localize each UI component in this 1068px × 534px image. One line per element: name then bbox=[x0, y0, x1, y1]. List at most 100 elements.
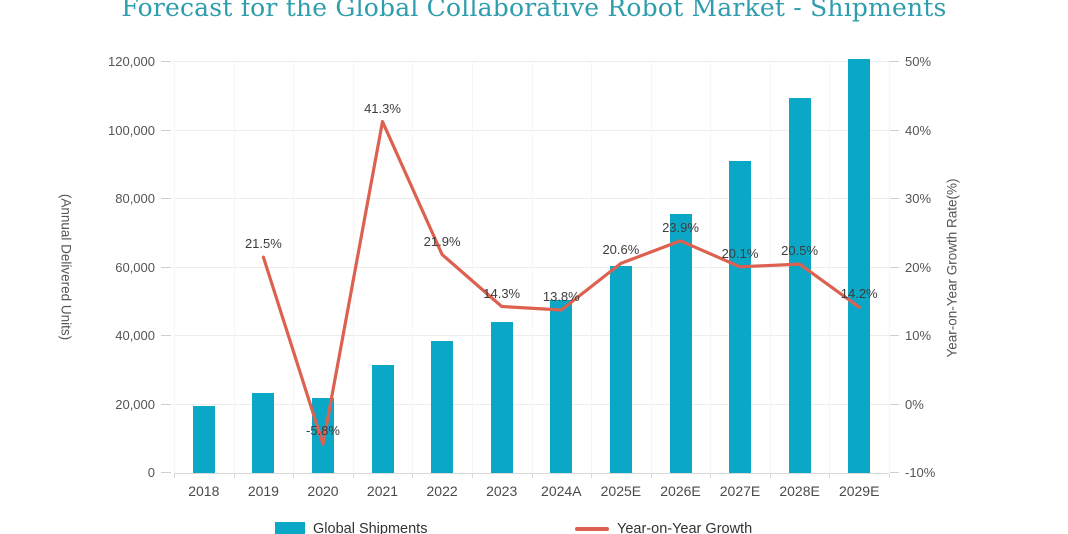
left-axis-tick-mark bbox=[161, 403, 171, 405]
left-axis-tick-label: 120,000 bbox=[108, 54, 155, 69]
legend-item-global-shipments: Global Shipments bbox=[275, 521, 427, 534]
x-axis-tick-mark bbox=[233, 474, 235, 478]
bar-global-shipments bbox=[371, 365, 394, 473]
x-axis-label: 2018 bbox=[188, 483, 220, 499]
x-axis-label: 2021 bbox=[366, 483, 399, 499]
x-axis-tick-mark bbox=[412, 474, 414, 478]
right-axis-tick-mark bbox=[889, 129, 899, 131]
bar-global-shipments bbox=[431, 341, 454, 473]
x-axis-label: 2020 bbox=[307, 483, 339, 499]
x-axis-tick-marks bbox=[174, 474, 890, 478]
gridline-vertical bbox=[471, 62, 473, 473]
gridline-vertical bbox=[769, 62, 771, 473]
right-axis-tick-column: -10% 0% 10% 20% 30% 40% 50% bbox=[889, 54, 985, 480]
left-axis-tick-label: 60,000 bbox=[115, 259, 155, 275]
right-axis-tick-mark bbox=[889, 198, 899, 199]
gridline-vertical bbox=[650, 62, 652, 473]
left-axis-tick-mark bbox=[161, 129, 171, 131]
right-axis-tick-mark bbox=[889, 61, 899, 62]
growth-point-label: 13.8% bbox=[542, 289, 580, 304]
gridline-vertical bbox=[889, 62, 890, 473]
x-axis-tick-mark bbox=[829, 474, 831, 478]
x-axis-tick-mark bbox=[710, 474, 712, 478]
left-axis-tick-label: 0 bbox=[147, 465, 155, 480]
growth-point-label: 20.1% bbox=[721, 245, 759, 261]
left-axis-tick-label: 20,000 bbox=[115, 396, 155, 412]
legend: Global Shipments Year-on-Year Growth bbox=[0, 521, 1068, 534]
bar-global-shipments bbox=[609, 265, 632, 473]
growth-point-label: 14.2% bbox=[840, 286, 878, 302]
bar-global-shipments bbox=[729, 161, 751, 473]
left-axis-tick-mark bbox=[161, 472, 171, 473]
growth-point-label: 14.3% bbox=[483, 285, 521, 301]
left-axis-tick-column: 0 20,000 40,000 60,000 80,000 100,000 120,000 bbox=[0, 54, 171, 480]
left-axis-tick-label: 100,000 bbox=[108, 122, 155, 138]
right-axis-tick-mark bbox=[889, 472, 899, 473]
right-axis-tick-label: 40% bbox=[905, 122, 932, 138]
x-axis-tick-mark bbox=[174, 474, 175, 478]
right-axis-tick-label: -10% bbox=[905, 465, 936, 480]
bar-swatch-icon bbox=[275, 522, 305, 534]
plot-area: 21.5% -5.8% 41.3% 21.9% 14.3% 13.8% 20.6% 23.9%… bbox=[174, 58, 890, 474]
growth-point-label: 41.3% bbox=[364, 100, 401, 116]
x-axis-tick-mark bbox=[293, 474, 295, 478]
gridline-horizontal bbox=[174, 61, 889, 62]
legend-label-yoy-growth: Year-on-Year Growth bbox=[617, 521, 753, 534]
bar-global-shipments bbox=[490, 322, 513, 473]
legend-item-yoy-growth: Year-on-Year Growth bbox=[575, 521, 752, 534]
gridline-vertical bbox=[829, 62, 831, 473]
x-axis-tick-mark bbox=[531, 474, 533, 478]
gridline-vertical bbox=[293, 62, 295, 473]
gridline-vertical bbox=[531, 62, 533, 473]
growth-point-label: 21.9% bbox=[423, 233, 461, 249]
left-axis-tick-label: 80,000 bbox=[115, 191, 155, 206]
growth-point-label: 20.6% bbox=[602, 242, 640, 258]
right-axis-tick-mark bbox=[889, 335, 899, 336]
legend-label-global-shipments: Global Shipments bbox=[313, 521, 428, 534]
right-axis-tick-label: 50% bbox=[905, 54, 932, 69]
gridline-vertical bbox=[412, 62, 414, 473]
bar-global-shipments bbox=[848, 58, 871, 473]
x-axis-label: 2027E bbox=[719, 483, 761, 499]
x-axis-tick-mark bbox=[769, 474, 771, 478]
bar-global-shipments bbox=[550, 300, 573, 473]
right-axis-tick-mark bbox=[889, 266, 899, 268]
left-axis-tick-mark bbox=[161, 266, 171, 268]
left-axis-tick-label: 40,000 bbox=[115, 328, 155, 343]
x-axis-label: 2028E bbox=[779, 483, 820, 499]
x-axis-tick-mark bbox=[889, 474, 890, 478]
line-swatch-icon bbox=[575, 527, 609, 531]
growth-point-label: 20.5% bbox=[781, 243, 819, 259]
x-axis-label: 2025E bbox=[600, 483, 642, 499]
growth-line bbox=[261, 119, 861, 446]
bar-global-shipments bbox=[669, 214, 692, 473]
right-axis-tick-mark bbox=[889, 403, 899, 405]
left-axis-tick-mark bbox=[161, 61, 171, 62]
chart-title: Forecast for the Global Collaborative Ro… bbox=[121, 0, 947, 22]
growth-point-label: -5.8% bbox=[306, 423, 340, 439]
right-axis-tick-label: 10% bbox=[905, 328, 932, 343]
x-axis-tick-mark bbox=[591, 474, 593, 478]
x-axis-label: 2026E bbox=[660, 483, 701, 499]
left-axis-tick-mark bbox=[161, 198, 171, 199]
bar-global-shipments bbox=[788, 98, 811, 473]
bar-global-shipments bbox=[192, 406, 215, 473]
growth-point-label: 23.9% bbox=[662, 219, 699, 235]
x-axis-tick-mark bbox=[352, 474, 354, 478]
x-axis-tick-mark bbox=[650, 474, 652, 478]
x-axis-label: 2019 bbox=[247, 483, 279, 499]
growth-point-label: 21.5% bbox=[244, 236, 282, 252]
gridline-vertical bbox=[591, 62, 593, 473]
x-axis-tick-mark bbox=[471, 474, 473, 478]
x-axis-label: 2023 bbox=[486, 483, 518, 499]
growth-line-layer bbox=[261, 119, 861, 446]
right-axis-tick-label: 30% bbox=[905, 191, 932, 206]
gridline-vertical bbox=[352, 62, 354, 473]
x-axis-label-row: 2018 2019 2020 2021 2022 2023 2024A 2025E 2026E 2… bbox=[174, 483, 889, 501]
bar-global-shipments bbox=[252, 392, 275, 473]
gridline-vertical bbox=[710, 62, 712, 473]
left-axis-tick-mark bbox=[161, 335, 171, 336]
x-axis-label: 2022 bbox=[426, 483, 458, 499]
x-axis-label: 2029E bbox=[838, 483, 880, 499]
